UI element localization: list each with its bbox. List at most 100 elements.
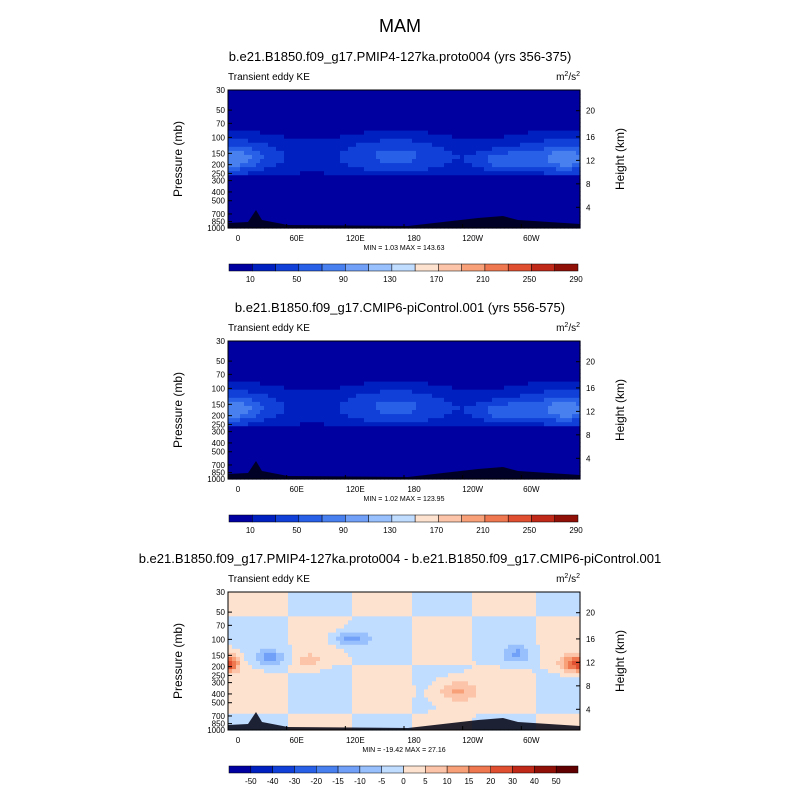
contour-cell (424, 418, 429, 423)
contour-cell (400, 345, 405, 350)
colorbar-swatch (321, 263, 346, 272)
contour-cell (488, 146, 493, 152)
contour-cell (320, 397, 325, 403)
contour-cell (476, 175, 481, 180)
contour-cell (300, 167, 305, 172)
contour-cell (472, 215, 477, 221)
contour-cell (276, 150, 281, 156)
contour-cell (432, 418, 437, 423)
contour-cell (572, 179, 577, 184)
contour-cell (372, 410, 377, 415)
contour-cell (364, 171, 369, 176)
contour-cell (360, 369, 365, 375)
contour-cell (328, 361, 333, 366)
contour-cell (340, 114, 345, 120)
contour-cell (512, 191, 517, 197)
contour-cell (288, 114, 293, 120)
contour-cell (532, 106, 537, 111)
contour-cell (308, 414, 313, 419)
contour-cell (324, 146, 329, 152)
contour-cell (228, 106, 233, 111)
contour-cell (284, 397, 289, 403)
contour-cell (252, 102, 257, 107)
contour-cell (344, 126, 349, 132)
contour-cell (528, 175, 533, 180)
contour-cell (248, 134, 253, 140)
contour-cell (520, 179, 525, 184)
contour-cell (444, 450, 449, 456)
contour-cell (348, 138, 353, 144)
contour-cell (340, 203, 345, 209)
contour-cell (272, 345, 277, 350)
contour-cell (272, 365, 277, 371)
contour-cell (296, 385, 301, 391)
contour-cell (516, 211, 521, 217)
contour-cell (320, 418, 325, 423)
contour-cell (328, 369, 333, 375)
contour-cell (364, 462, 369, 468)
contour-cell (552, 138, 557, 144)
contour-cell (228, 167, 233, 172)
contour-cell (460, 171, 465, 176)
contour-cell (464, 102, 469, 107)
contour-cell (368, 106, 373, 111)
contour-cell (364, 187, 369, 193)
contour-cell (264, 94, 269, 99)
contour-cell (348, 106, 353, 111)
contour-cell (484, 183, 489, 189)
contour-cell (236, 187, 241, 193)
contour-cell (284, 215, 289, 221)
contour-cell (520, 98, 525, 103)
contour-cell (324, 114, 329, 120)
contour-cell (372, 345, 377, 350)
contour-cell (416, 446, 421, 452)
contour-cell (336, 219, 341, 225)
contour-cell (344, 458, 349, 464)
contour-cell (364, 377, 369, 383)
contour-cell (424, 414, 429, 419)
contour-cell (252, 401, 257, 407)
contour-cell (352, 219, 357, 225)
contour-cell (368, 345, 373, 350)
contour-cell (316, 377, 321, 383)
contour-cell (392, 458, 397, 464)
contour-cell (424, 163, 429, 168)
contour-cell (232, 150, 237, 156)
contour-cell (560, 167, 565, 172)
contour-cell (248, 418, 253, 423)
contour-cell (264, 114, 269, 120)
contour-cell (316, 211, 321, 217)
contour-cell (232, 458, 237, 464)
contour-cell (292, 438, 297, 444)
contour-cell (376, 353, 381, 358)
contour-cell (424, 142, 429, 148)
contour-cell (408, 211, 413, 217)
contour-cell (396, 357, 401, 362)
contour-cell (300, 102, 305, 107)
contour-cell (396, 397, 401, 403)
contour-cell (300, 426, 305, 431)
contour-cell (396, 365, 401, 371)
contour-cell (476, 191, 481, 197)
contour-cell (392, 446, 397, 452)
contour-cell (412, 414, 417, 419)
contour-cell (428, 159, 433, 164)
contour-cell (368, 207, 373, 213)
y-tick-label: 500 (212, 197, 226, 206)
contour-cell (324, 171, 329, 176)
contour-cell (448, 454, 453, 460)
contour-cell (412, 357, 417, 362)
contour-cell (340, 179, 345, 184)
contour-cell (308, 422, 313, 427)
contour-cell (300, 219, 305, 225)
contour-cell (280, 159, 285, 164)
contour-cell (304, 142, 309, 148)
contour-cell (324, 341, 329, 346)
contour-cell (384, 142, 389, 148)
contour-cell (452, 341, 457, 346)
contour-cell (332, 345, 337, 350)
contour-cell (568, 195, 573, 201)
contour-cell (320, 114, 325, 120)
contour-cell (372, 450, 377, 456)
contour-cell (356, 203, 361, 209)
